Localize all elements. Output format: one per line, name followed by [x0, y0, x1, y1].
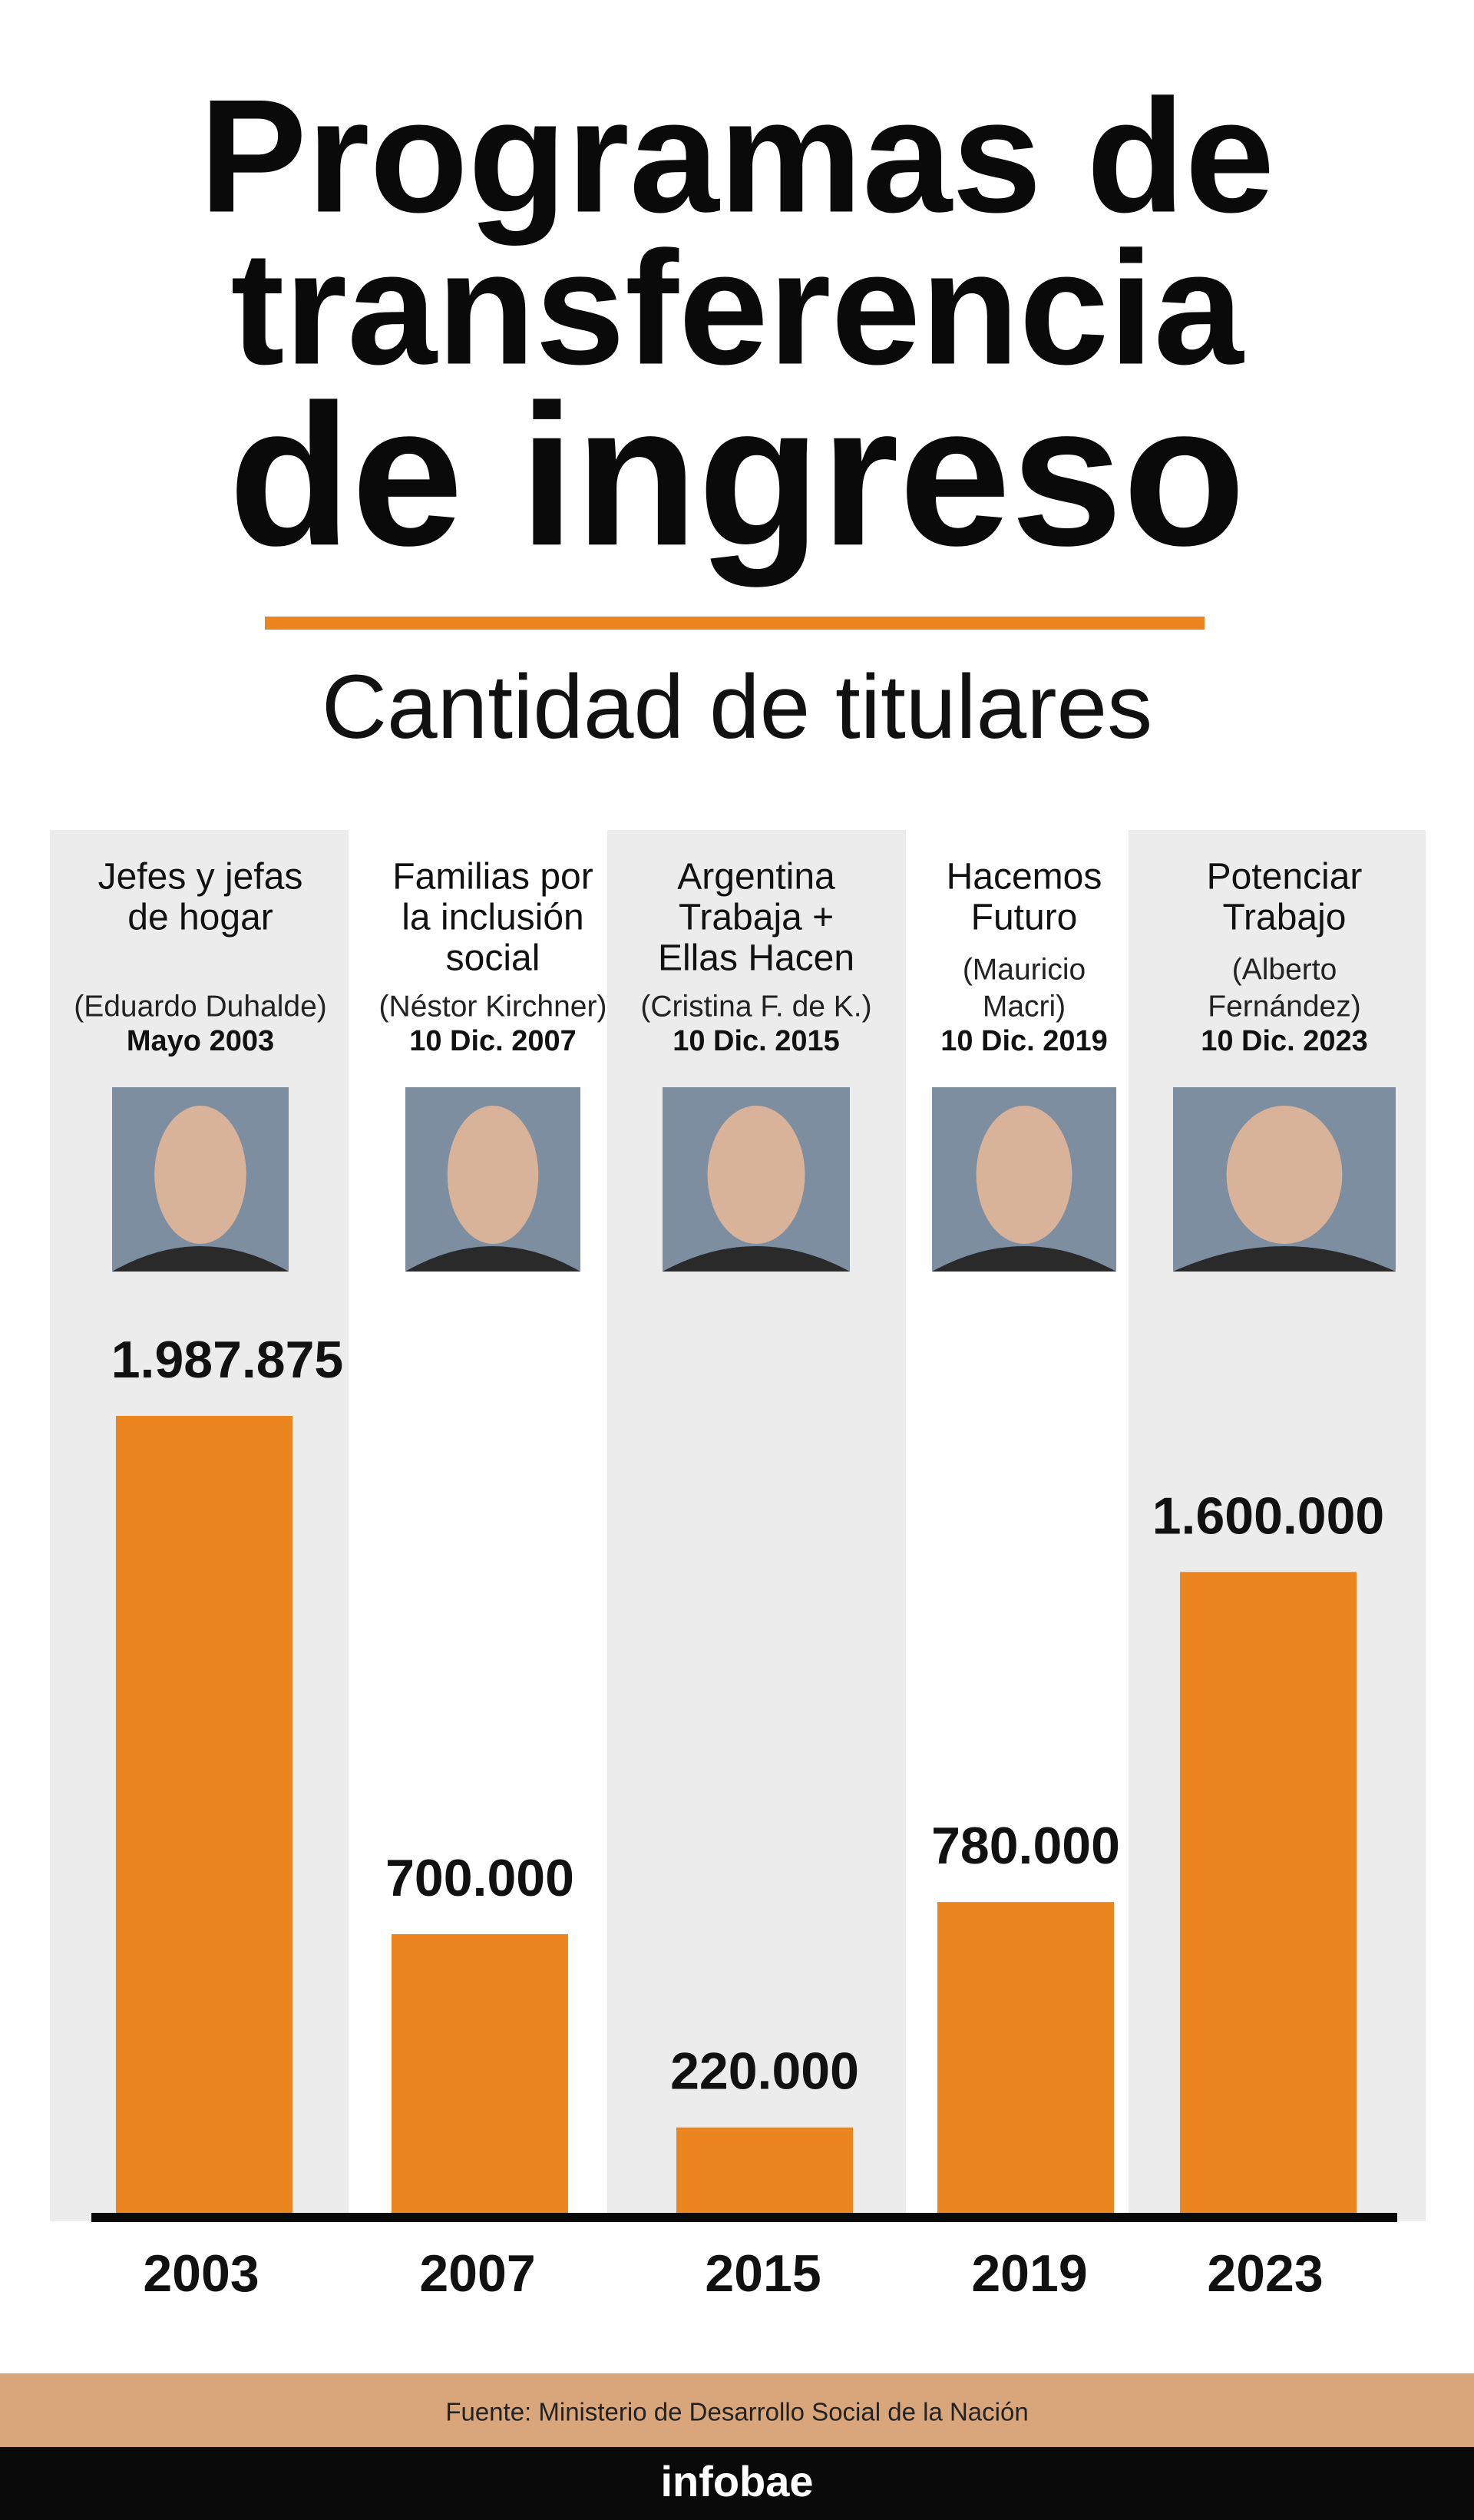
- program-name: Familias por: [392, 857, 593, 898]
- source: Fuente: Ministerio de Desarrollo Social …: [445, 2398, 1028, 2426]
- value-label: 220.000: [670, 2042, 859, 2101]
- chart-title: de ingreso: [229, 362, 1246, 588]
- program-name: social: [446, 938, 540, 979]
- brand-band: [0, 2447, 1474, 2520]
- x-tick-label: 2023: [1207, 2244, 1323, 2303]
- chart-title: Programas de: [200, 65, 1275, 246]
- photo-shoulders: [1173, 1246, 1396, 1272]
- president: Fernández): [1208, 990, 1360, 1023]
- x-tick-label: 2007: [419, 2244, 535, 2303]
- value-label: 780.000: [931, 1817, 1120, 1875]
- program-name: Hacemos: [947, 857, 1102, 898]
- bar: [1180, 1572, 1357, 2216]
- date: 10 Dic. 2015: [673, 1025, 840, 1057]
- date: 10 Dic. 2023: [1201, 1025, 1368, 1057]
- president: (Cristina F. de K.): [640, 990, 871, 1023]
- x-tick-label: 2015: [705, 2244, 821, 2303]
- photo-face: [447, 1106, 539, 1244]
- program-name: de hogar: [127, 898, 273, 938]
- footer-band: [0, 2373, 1474, 2447]
- subtitle: Cantidad de titulares: [322, 656, 1152, 758]
- program-name: Futuro: [971, 898, 1078, 938]
- value-label: 1.987.875: [111, 1331, 344, 1389]
- program-name: Argentina: [677, 857, 835, 898]
- photo-shoulders: [112, 1246, 289, 1272]
- president: (Eduardo Duhalde): [74, 990, 327, 1023]
- photo-shoulders: [405, 1246, 580, 1272]
- photo-face: [976, 1106, 1072, 1244]
- bar: [392, 1934, 568, 2216]
- president: (Mauricio: [963, 953, 1086, 986]
- value-label: 1.600.000: [1152, 1487, 1385, 1545]
- x-tick-label: 2003: [143, 2244, 259, 2303]
- brand: infobae: [660, 2457, 813, 2505]
- photo-face: [1226, 1106, 1343, 1244]
- date: Mayo 2003: [127, 1025, 274, 1057]
- photo-face: [707, 1106, 805, 1244]
- x-axis: [91, 2213, 1397, 2222]
- date: 10 Dic. 2007: [409, 1025, 577, 1057]
- president: (Néstor Kirchner): [379, 990, 607, 1023]
- program-name: la inclusión: [402, 898, 583, 938]
- program-name: Potenciar: [1207, 857, 1363, 898]
- bar: [116, 1416, 292, 2216]
- value-label: 700.000: [385, 1849, 574, 1907]
- program-name: Ellas Hacen: [658, 938, 854, 979]
- date: 10 Dic. 2019: [940, 1025, 1108, 1057]
- president: Macri): [983, 990, 1066, 1023]
- bar: [937, 1902, 1114, 2216]
- title-rule: [265, 617, 1205, 630]
- photo-shoulders: [663, 1246, 850, 1272]
- president: (Alberto: [1232, 953, 1337, 986]
- program-name: Trabaja +: [679, 898, 834, 938]
- x-tick-label: 2019: [971, 2244, 1087, 2303]
- program-name: Jefes y jefas: [98, 857, 303, 898]
- bar: [676, 2127, 853, 2216]
- column-panel: [607, 830, 906, 2221]
- chart-title: transferencia: [231, 217, 1245, 398]
- photo-shoulders: [932, 1246, 1116, 1272]
- program-name: Trabajo: [1223, 898, 1347, 938]
- photo-face: [154, 1106, 246, 1244]
